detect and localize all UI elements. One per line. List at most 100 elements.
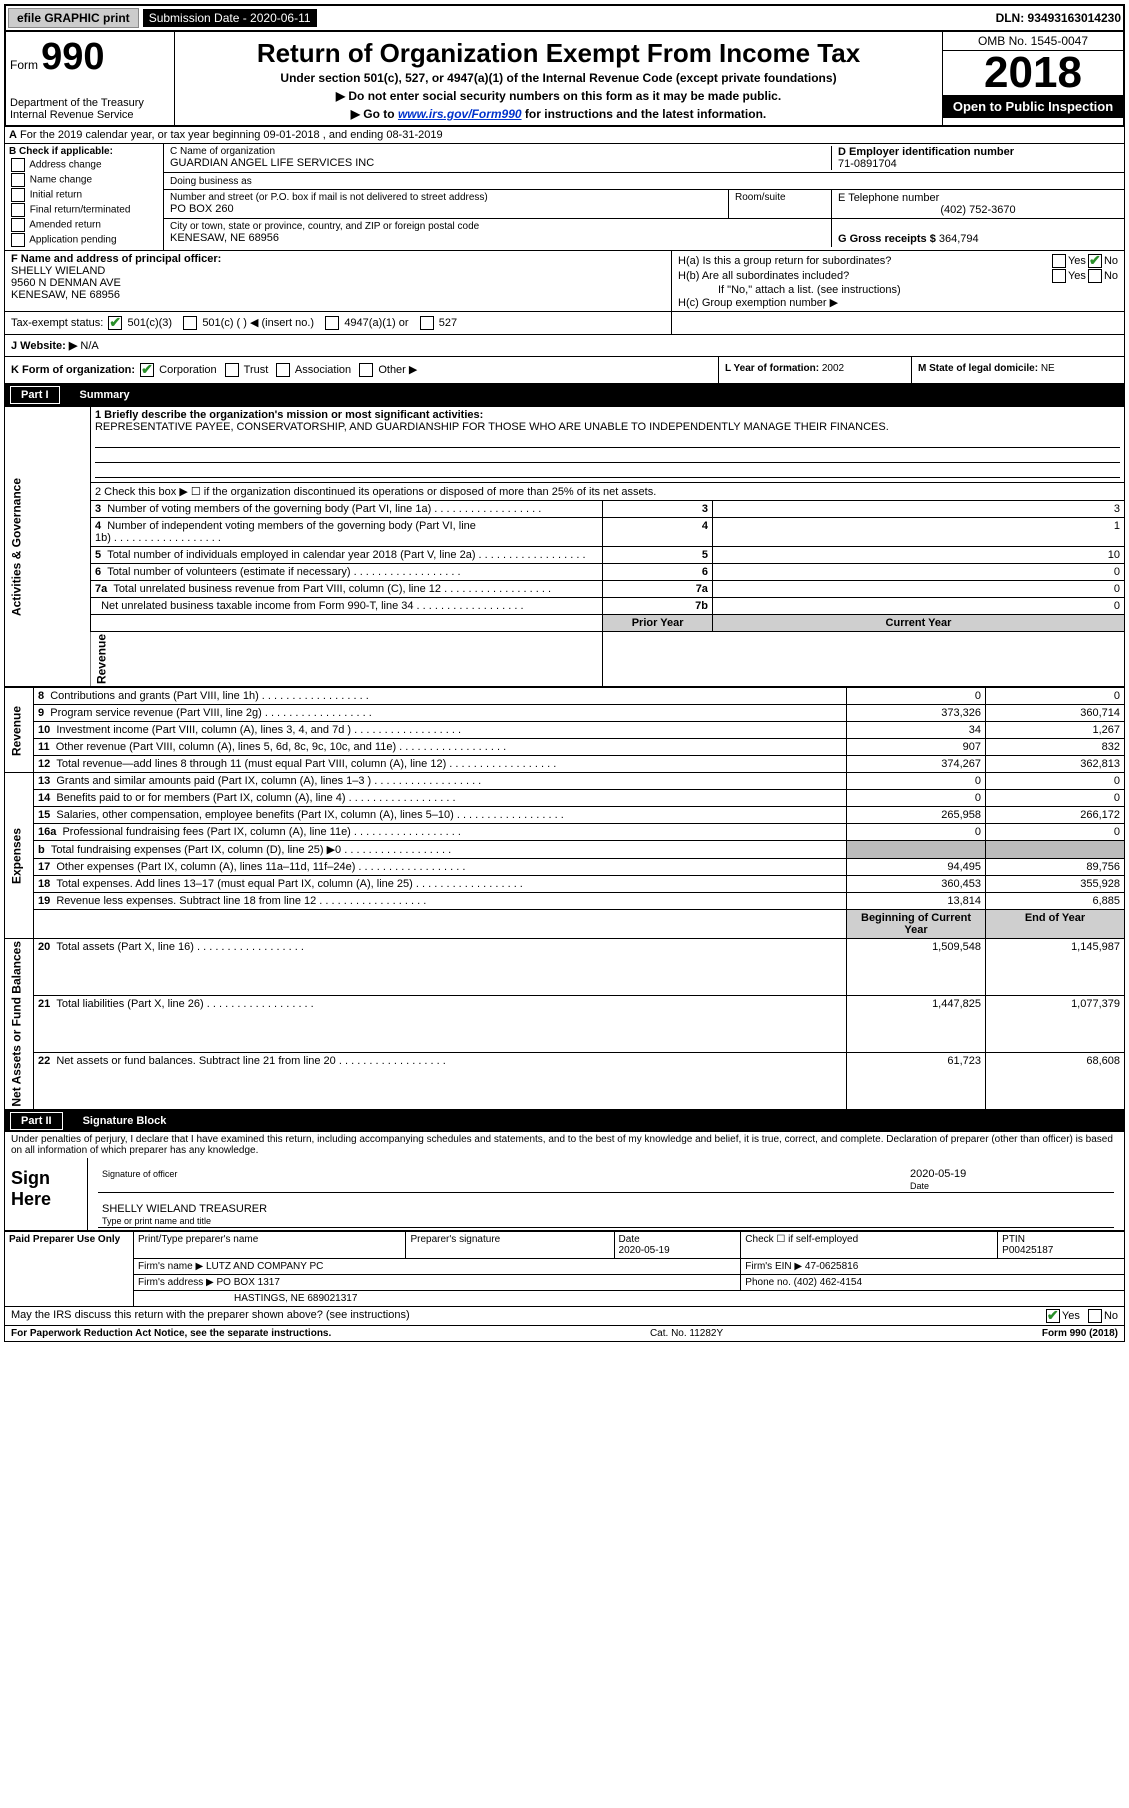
col-c: C Name of organization GUARDIAN ANGEL LI… (164, 144, 1124, 250)
k-trust[interactable] (225, 363, 239, 377)
sub3-pre: Go to (363, 107, 398, 121)
col-f: F Name and address of principal officer:… (5, 251, 672, 311)
header-center: Return of Organization Exempt From Incom… (175, 32, 942, 125)
hc-label: H(c) Group exemption number ▶ (678, 296, 1118, 309)
summary-row: b Total fundraising expenses (Part IX, c… (5, 841, 1125, 859)
i-label: Tax-exempt status: (11, 317, 103, 329)
sub3-post: for instructions and the latest informat… (525, 107, 766, 121)
summary-row: 21 Total liabilities (Part X, line 26)1,… (5, 996, 1125, 1053)
prior-year-head: Prior Year (603, 615, 713, 632)
gross-receipts: 364,794 (939, 233, 979, 245)
b-addr-change[interactable]: Address change (9, 158, 159, 172)
sig-officer-label: Signature of officer (102, 1169, 177, 1179)
b-name-change[interactable]: Name change (9, 173, 159, 187)
ein: 71-0891704 (838, 158, 1118, 170)
k-other[interactable] (359, 363, 373, 377)
block-bcde: B Check if applicable: Address change Na… (4, 144, 1125, 251)
hb-no[interactable] (1088, 269, 1102, 283)
j-label: J Website: ▶ (11, 340, 77, 352)
summary-table: Activities & Governance 1 Briefly descri… (4, 406, 1125, 687)
k-assoc[interactable] (276, 363, 290, 377)
tax-year: 2018 (943, 51, 1123, 95)
l-label: L Year of formation: (725, 363, 819, 374)
pra-notice: For Paperwork Reduction Act Notice, see … (11, 1328, 331, 1339)
may-irs-no[interactable] (1088, 1309, 1102, 1323)
k-corp[interactable] (140, 363, 154, 377)
paid-title: Paid Preparer Use Only (5, 1231, 134, 1306)
firm-phone-label: Phone no. (745, 1277, 791, 1288)
header-sub3: Go to www.irs.gov/Form990 for instructio… (181, 107, 936, 121)
summary-row: 17 Other expenses (Part IX, column (A), … (5, 859, 1125, 876)
ptin-label: PTIN (1002, 1234, 1025, 1245)
officer-addr: 9560 N DENMAN AVE (11, 277, 121, 289)
efile-button[interactable]: efile GRAPHIC print (8, 8, 139, 28)
cat-no: Cat. No. 11282Y (650, 1328, 723, 1339)
firm-addr-label: Firm's address ▶ (138, 1277, 214, 1288)
header-right: OMB No. 1545-0047 2018 Open to Public In… (942, 32, 1123, 125)
part2-subtitle: Signature Block (83, 1115, 167, 1127)
may-irs-text: May the IRS discuss this return with the… (11, 1309, 410, 1323)
open-to-public: Open to Public Inspection (943, 95, 1123, 118)
summary-row: 18 Total expenses. Add lines 13–17 (must… (5, 876, 1125, 893)
i-501c3[interactable] (108, 316, 122, 330)
signature-block: Under penalties of perjury, I declare th… (4, 1132, 1125, 1231)
hb-yes[interactable] (1052, 269, 1066, 283)
current-year-head: Current Year (712, 615, 1124, 632)
form-number: 990 (41, 36, 104, 78)
summary-row: 19 Revenue less expenses. Subtract line … (5, 893, 1125, 910)
submission-date: Submission Date - 2020-06-11 (143, 9, 317, 27)
summary-row: 11 Other revenue (Part VIII, column (A),… (5, 739, 1125, 756)
summary-row: Net Assets or Fund Balances20 Total asse… (5, 939, 1125, 996)
part2-label: Part II (10, 1112, 63, 1130)
preparer-sig-label: Preparer's signature (406, 1231, 614, 1258)
firm-ein: 47-0625816 (805, 1261, 858, 1272)
b-initial[interactable]: Initial return (9, 188, 159, 202)
row-klm: K Form of organization: Corporation Trus… (4, 357, 1125, 384)
row-j: J Website: ▶ N/A (4, 335, 1125, 357)
part2-header: Part II Signature Block (4, 1110, 1125, 1132)
f-label: F Name and address of principal officer: (11, 253, 221, 265)
firm-name: LUTZ AND COMPANY PC (206, 1261, 323, 1272)
form-header: Form 990 Department of the Treasury Inte… (4, 32, 1125, 127)
i-501c[interactable] (183, 316, 197, 330)
year-formation: 2002 (822, 363, 844, 374)
phone: (402) 752-3670 (838, 204, 1118, 216)
firm-phone: (402) 462-4154 (794, 1277, 862, 1288)
irs-link[interactable]: www.irs.gov/Form990 (398, 107, 522, 121)
i-527[interactable] (420, 316, 434, 330)
ha-yes[interactable] (1052, 254, 1066, 268)
officer-city: KENESAW, NE 68956 (11, 289, 120, 301)
hb-note: If "No," attach a list. (see instruction… (678, 284, 1118, 296)
m-label: M State of legal domicile: (918, 363, 1038, 374)
city-label: City or town, state or province, country… (170, 221, 825, 232)
line-7b: Net unrelated business taxable income fr… (5, 598, 1125, 615)
b-amended[interactable]: Amended return (9, 218, 159, 232)
e-label: E Telephone number (838, 192, 1118, 204)
line-3: 3 Number of voting members of the govern… (5, 501, 1125, 518)
line-7a: 7a Total unrelated business revenue from… (5, 581, 1125, 598)
sign-here: Sign Here (5, 1158, 88, 1230)
b-pending[interactable]: Application pending (9, 233, 159, 247)
officer-name: SHELLY WIELAND (11, 265, 105, 277)
website: N/A (80, 340, 98, 352)
col-h: H(a) Is this a group return for subordin… (672, 251, 1124, 311)
summary-row: Expenses13 Grants and similar amounts pa… (5, 773, 1125, 790)
firm-label: Firm's name ▶ (138, 1261, 203, 1272)
department: Department of the Treasury Internal Reve… (10, 97, 170, 121)
summary-row: 15 Salaries, other compensation, employe… (5, 807, 1125, 824)
summary-row: 14 Benefits paid to or for members (Part… (5, 790, 1125, 807)
summary-row: 12 Total revenue—add lines 8 through 11 … (5, 756, 1125, 773)
header-left: Form 990 Department of the Treasury Inte… (6, 32, 175, 125)
perjury-text: Under penalties of perjury, I declare th… (5, 1132, 1124, 1158)
firm-addr1: PO BOX 1317 (217, 1277, 280, 1288)
ha-no[interactable] (1088, 254, 1102, 268)
side-ag: Activities & Governance (5, 407, 91, 687)
i-4947[interactable] (325, 316, 339, 330)
summary-row: 16a Professional fundraising fees (Part … (5, 824, 1125, 841)
b-final[interactable]: Final return/terminated (9, 203, 159, 217)
self-employed[interactable]: Check ☐ if self-employed (741, 1231, 998, 1258)
may-irs-yes[interactable] (1046, 1309, 1060, 1323)
prep-date-label: Date (619, 1234, 640, 1245)
summary-row: 9 Program service revenue (Part VIII, li… (5, 705, 1125, 722)
line-4: 4 Number of independent voting members o… (5, 518, 1125, 547)
